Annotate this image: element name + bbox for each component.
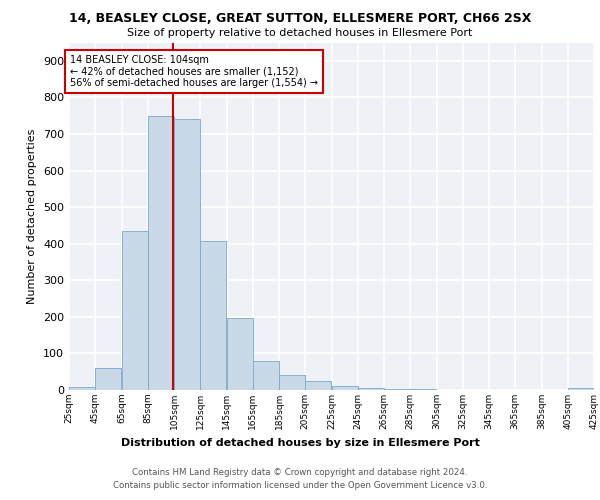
Bar (148, 116, 174, 390)
Bar (305, 381, 331, 390)
Bar (253, 360, 279, 390)
Text: Size of property relative to detached houses in Ellesmere Port: Size of property relative to detached ho… (127, 28, 473, 38)
Text: Contains HM Land Registry data © Crown copyright and database right 2024.: Contains HM Land Registry data © Crown c… (132, 468, 468, 477)
Text: 14 BEASLEY CLOSE: 104sqm
← 42% of detached houses are smaller (1,152)
56% of sem: 14 BEASLEY CLOSE: 104sqm ← 42% of detach… (70, 55, 319, 88)
Bar (358, 388, 384, 390)
Bar (69, 387, 95, 390)
Bar (122, 231, 148, 390)
Text: 14, BEASLEY CLOSE, GREAT SUTTON, ELLESMERE PORT, CH66 2SX: 14, BEASLEY CLOSE, GREAT SUTTON, ELLESME… (69, 12, 531, 26)
Bar (332, 386, 358, 390)
Y-axis label: Number of detached properties: Number of detached properties (28, 128, 37, 304)
Bar (568, 388, 594, 390)
Bar (227, 318, 253, 390)
Bar (200, 241, 226, 390)
Bar (384, 389, 410, 390)
Text: Contains public sector information licensed under the Open Government Licence v3: Contains public sector information licen… (113, 480, 487, 490)
Bar (174, 120, 200, 390)
Bar (95, 368, 121, 390)
Text: Distribution of detached houses by size in Ellesmere Port: Distribution of detached houses by size … (121, 438, 479, 448)
Bar (279, 374, 305, 390)
